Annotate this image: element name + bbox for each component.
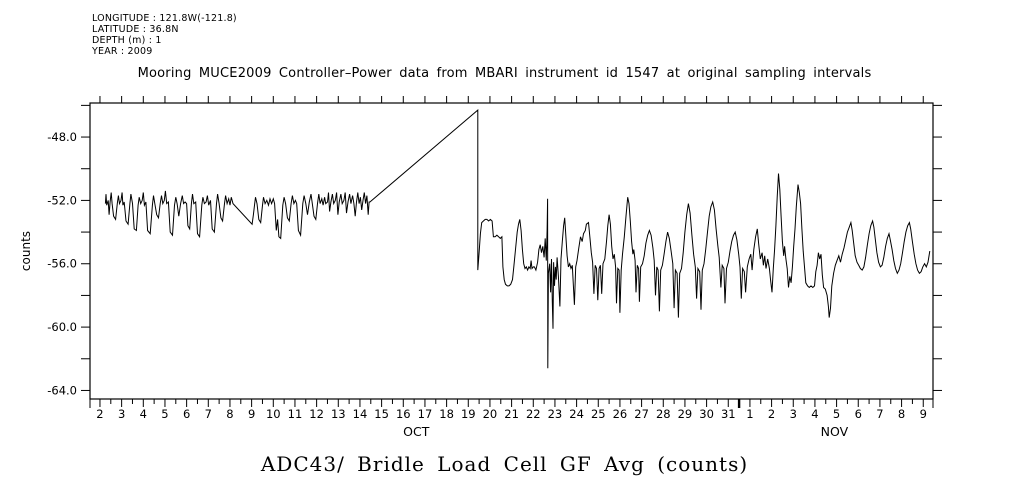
y-tick-label: -56.0 [47,257,77,271]
x-tick-label: 7 [205,407,212,421]
x-tick-label: 18 [439,407,454,421]
x-tick-label: 20 [483,407,498,421]
x-tick-label: 25 [591,407,606,421]
x-tick-label: 1 [746,407,753,421]
x-tick-label: 15 [374,407,389,421]
meta-depth: DEPTH (m) : 1 [92,35,162,46]
x-tick-label: 13 [331,407,346,421]
x-tick-label: 2 [96,407,103,421]
x-tick-label: 24 [569,407,584,421]
month-label: OCT [403,424,430,439]
x-tick-label: 2 [768,407,775,421]
x-tick-label: 3 [790,407,797,421]
x-tick-label: 8 [226,407,233,421]
meta-latitude: LATITUDE : 36.8N [92,24,179,35]
x-tick-label: 28 [656,407,671,421]
y-tick-label: -52.0 [47,193,77,207]
x-tick-label: 29 [678,407,693,421]
x-tick-label: 27 [634,407,649,421]
x-tick-label: 8 [898,407,905,421]
x-tick-label: 10 [266,407,281,421]
x-tick-label: 31 [721,407,736,421]
x-tick-label: 12 [309,407,324,421]
x-tick-label: 11 [288,407,303,421]
x-tick-label: 23 [548,407,563,421]
x-tick-label: 4 [140,407,147,421]
plot-metadata: LONGITUDE : 121.8W(-121.8) LATITUDE : 36… [92,13,237,57]
x-tick-label: 5 [833,407,840,421]
y-tick-label: -48.0 [47,130,77,144]
x-tick-label: 26 [613,407,628,421]
x-tick-label: 21 [504,407,519,421]
x-tick-label: 6 [183,407,190,421]
x-tick-label: 7 [876,407,883,421]
x-tick-label: 5 [161,407,168,421]
meta-longitude: LONGITUDE : 121.8W(-121.8) [92,13,237,24]
x-tick-label: 22 [526,407,541,421]
x-tick-label: 17 [418,407,433,421]
x-tick-label: 30 [699,407,714,421]
x-tick-label: 19 [461,407,476,421]
plot-frame [89,102,934,400]
plot-title: Mooring MUCE2009 Controller–Power data f… [137,66,872,81]
y-tick-label: -64.0 [47,383,77,397]
x-tick-label: 9 [920,407,927,421]
figure-caption: ADC43/ Bridle Load Cell GF Avg (counts) [260,452,749,476]
data-series-line [104,109,931,369]
x-tick-label: 6 [855,407,862,421]
x-tick-label: 4 [811,407,818,421]
x-tick-label: 14 [353,407,368,421]
x-tick-label: 3 [118,407,125,421]
month-label: NOV [821,424,849,439]
x-tick-label: 16 [396,407,411,421]
x-tick-label: 9 [248,407,255,421]
meta-year: YEAR : 2009 [92,46,153,57]
y-tick-label: -60.0 [47,320,77,334]
